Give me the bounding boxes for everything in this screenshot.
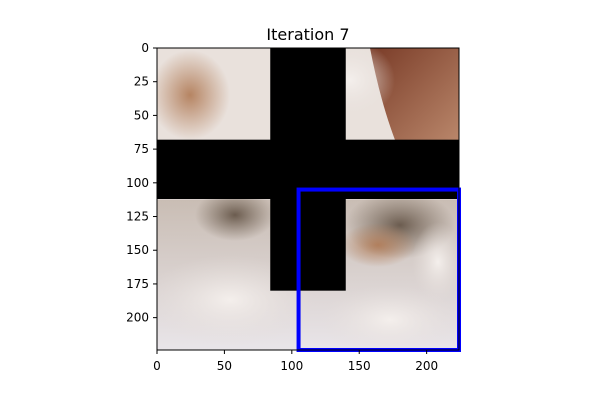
x-tick-label: 50 bbox=[217, 359, 232, 373]
x-tick-label: 100 bbox=[280, 359, 303, 373]
x-axis-ticks: 0 50 100 150 200 bbox=[153, 350, 438, 373]
y-tick-label: 0 bbox=[141, 41, 149, 55]
y-tick-label: 25 bbox=[134, 75, 149, 89]
x-tick-label: 150 bbox=[348, 359, 371, 373]
y-tick-label: 125 bbox=[126, 210, 149, 224]
y-tick-label: 200 bbox=[126, 311, 149, 325]
y-tick-label: 100 bbox=[126, 176, 149, 190]
x-tick-label: 0 bbox=[153, 359, 161, 373]
x-tick-label: 200 bbox=[415, 359, 438, 373]
y-tick-label: 150 bbox=[126, 243, 149, 257]
y-axis-ticks: 0 25 50 75 100 125 150 175 200 bbox=[126, 41, 157, 325]
chart-title: Iteration 7 bbox=[266, 25, 349, 44]
y-tick-label: 75 bbox=[134, 142, 149, 156]
y-tick-label: 175 bbox=[126, 277, 149, 291]
axes-frame bbox=[156, 47, 460, 351]
y-tick-label: 50 bbox=[134, 108, 149, 122]
